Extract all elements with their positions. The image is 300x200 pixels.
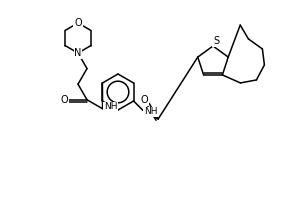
Text: N: N <box>74 48 82 58</box>
Text: NH: NH <box>104 102 117 111</box>
Text: O: O <box>74 18 82 28</box>
Text: O: O <box>140 95 148 105</box>
Text: O: O <box>60 95 68 105</box>
Text: NH: NH <box>144 108 157 116</box>
Text: S: S <box>213 36 219 46</box>
